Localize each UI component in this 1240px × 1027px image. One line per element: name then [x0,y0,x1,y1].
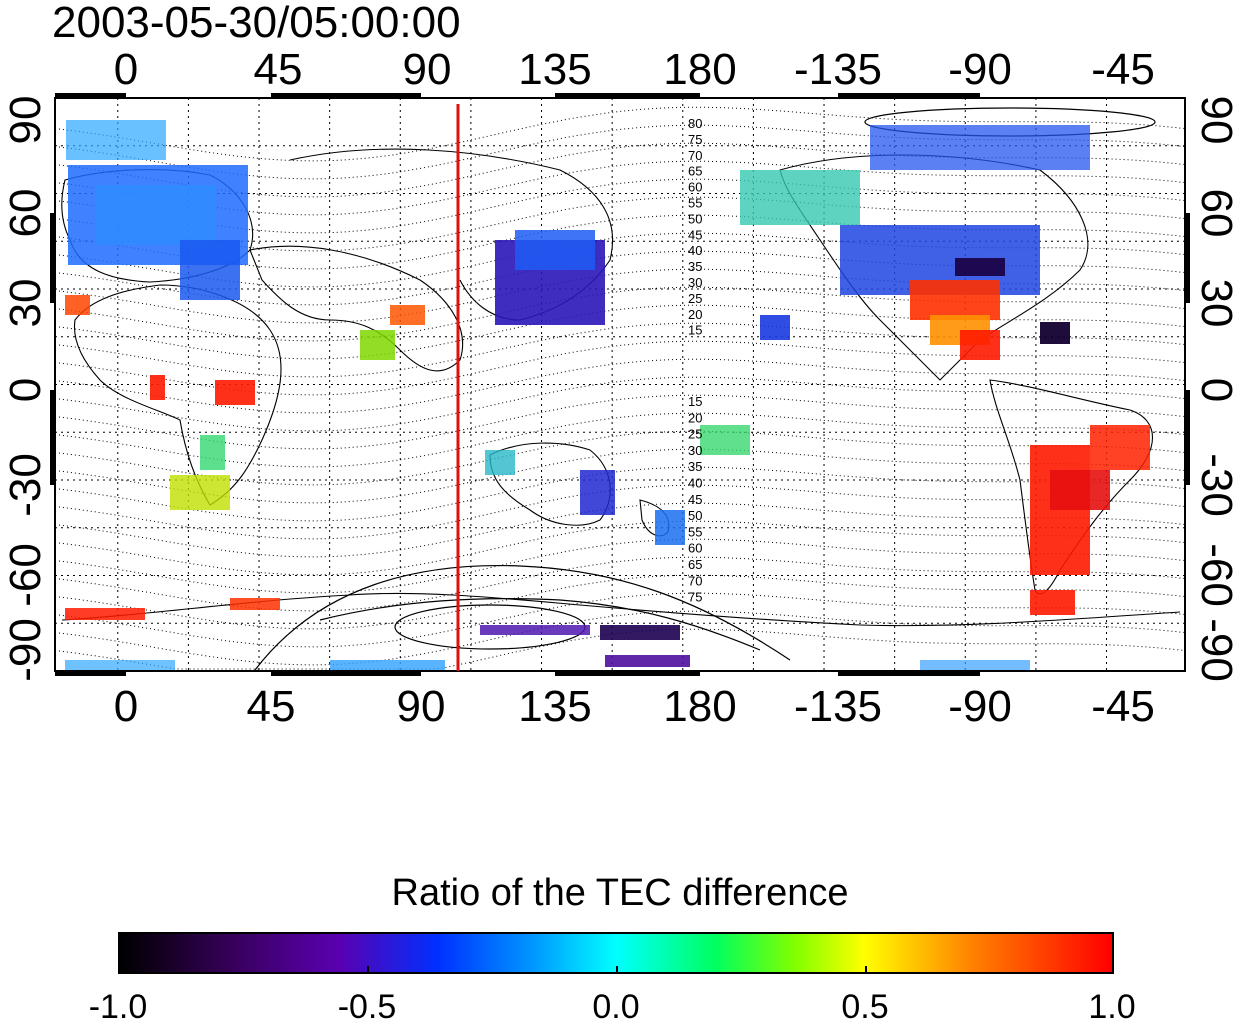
contour-label-south: 20 [688,410,702,425]
lon-tick-top: -90 [948,45,1012,94]
contour-label-north: 50 [688,211,702,226]
lon-tick-top: -45 [1091,45,1155,94]
contour-label-south: 40 [688,476,702,491]
contour-label-north: 80 [688,116,702,131]
contour-label-north: 25 [688,291,702,306]
australia-coast [489,442,611,526]
contour-label-north: 20 [688,307,702,322]
contour-label-north: 65 [688,164,702,179]
lon-tick-bottom: 0 [113,682,139,731]
contour-label-north: 15 [688,323,702,338]
contour-label-south: 35 [688,459,702,474]
tec-data-patches [65,120,1150,670]
africa-coast [73,284,282,506]
contour-label-north: 70 [688,148,702,163]
colorbar-tick: -0.5 [337,988,397,1026]
contour-label-south: 55 [688,524,702,539]
asia-south-coast [249,245,464,372]
lon-tick-bottom: 180 [663,682,737,731]
contour-label-south: 15 [688,394,702,409]
lon-tick-top: -135 [793,45,883,94]
contour-label-south: 60 [688,541,702,556]
colorbar-tick: -1.0 [88,988,148,1026]
contour-label-north: 35 [688,259,702,274]
lon-tick-top: 90 [402,45,452,94]
lon-tick-bottom: 45 [246,682,296,731]
contour-label-south: 70 [688,573,702,588]
contour-label-south: 50 [688,508,702,523]
contour-label-south: 30 [688,443,702,458]
lon-tick-bottom: -90 [948,682,1012,731]
lon-tick-top: 0 [113,45,139,94]
contour-label-south: 25 [688,427,702,442]
lon-tick-bottom: 135 [518,682,592,731]
contour-label-north: 40 [688,243,702,258]
lon-tick-bottom: -45 [1091,682,1155,731]
colorbar-title: Ratio of the TEC difference [391,872,849,914]
contour-label-north: 30 [688,275,702,290]
contour-label-south: 75 [688,590,702,605]
contour-labels: 8075706560555045403530252015152025303540… [688,116,702,605]
lon-tick-top: 135 [518,45,592,94]
contour-label-north: 75 [688,132,702,147]
contour-label-north: 45 [688,227,702,242]
lon-tick-top: 180 [663,45,737,94]
contour-label-south: 45 [688,492,702,507]
lon-tick-bottom: -135 [793,682,883,731]
lon-tick-top: 45 [253,45,303,94]
lon-tick-bottom: 90 [396,682,446,731]
grid-lines [55,98,1185,671]
contour-label-north: 55 [688,196,702,211]
contour-label-north: 60 [688,180,702,195]
colorbar-tick: 0.0 [592,988,640,1026]
colorbar-tick: 0.5 [841,988,889,1026]
tec-map: 8075706560555045403530252015152025303540… [50,93,1190,676]
colorbar-tick: 1.0 [1088,988,1136,1026]
contour-label-south: 65 [688,557,702,572]
axis-bars [50,93,1190,676]
map-timestamp: 2003-05-30/05:00:00 [52,0,461,47]
